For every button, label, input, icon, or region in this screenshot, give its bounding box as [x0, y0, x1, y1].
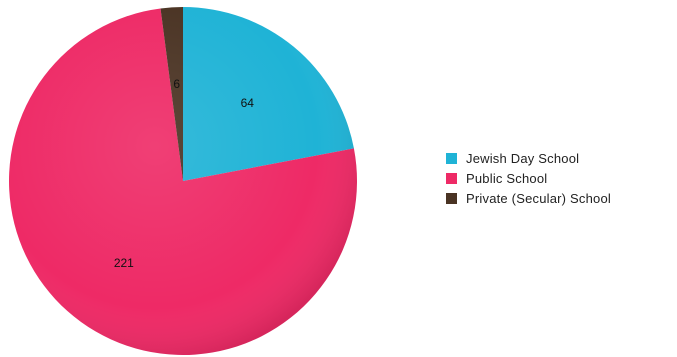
legend-item-private-secular-school[interactable]: Private (Secular) School: [446, 188, 611, 208]
legend-label: Jewish Day School: [466, 150, 580, 166]
pie-data-label-private-secular-school: 6: [173, 77, 180, 91]
legend-label: Public School: [466, 170, 548, 186]
pie-data-label-jewish-day-school: 64: [241, 96, 255, 110]
pie-data-labels: 64 221 6: [114, 77, 254, 270]
legend-swatch: [446, 172, 457, 184]
legend-swatch: [446, 152, 457, 164]
legend-label: Private (Secular) School: [466, 190, 611, 206]
legend-item-public-school[interactable]: Public School: [446, 168, 611, 188]
legend-item-jewish-day-school[interactable]: Jewish Day School: [446, 148, 611, 168]
pie-data-label-public-school: 221: [114, 256, 134, 270]
legend: Jewish Day School Public School Private …: [446, 148, 611, 208]
pie-slices: [9, 7, 358, 356]
legend-swatch: [446, 192, 457, 204]
